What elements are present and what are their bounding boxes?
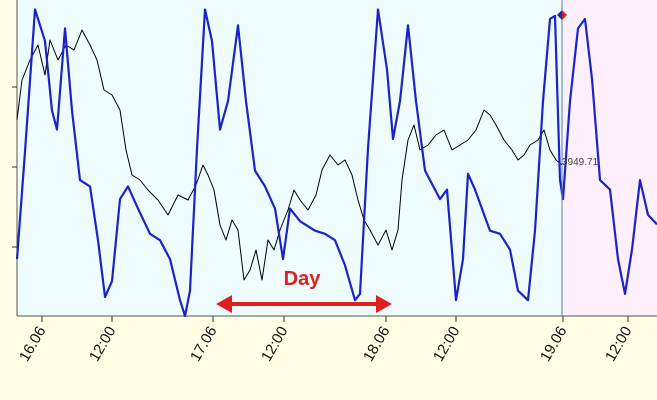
annotation-arrowhead	[216, 295, 232, 313]
series-line	[15, 8, 657, 318]
history-region	[17, 0, 562, 316]
current-bar-marker	[562, 10, 567, 20]
annotation: Day	[284, 268, 322, 290]
series-line	[16, 29, 563, 281]
future-region	[562, 0, 657, 316]
last-value-label: 3949.71	[562, 157, 599, 168]
current-bar-marker	[557, 10, 562, 20]
annotation-arrowhead	[376, 295, 392, 313]
